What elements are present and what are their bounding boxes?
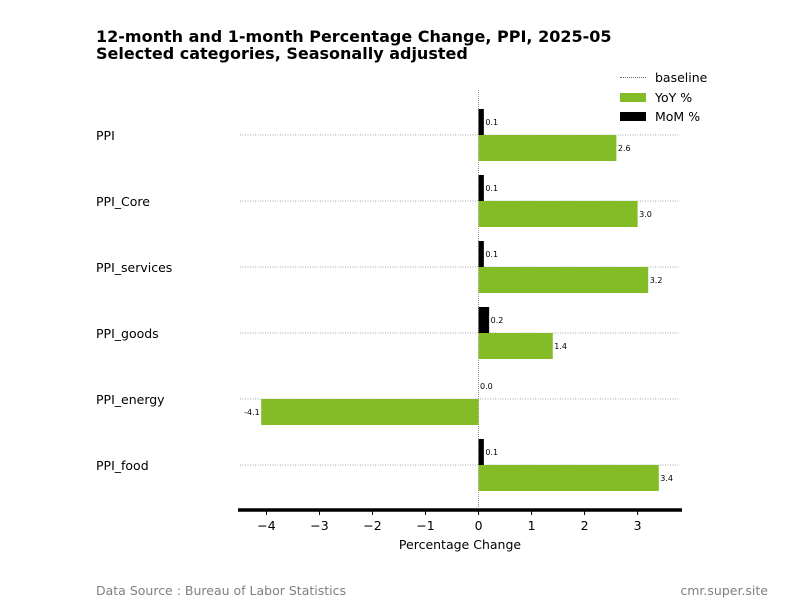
data-label-yoy: 1.4 xyxy=(554,342,567,351)
data-label-yoy: 3.2 xyxy=(650,276,663,285)
bar-mom xyxy=(478,175,484,201)
data-label-mom: 0.1 xyxy=(485,184,498,193)
bar-yoy xyxy=(261,399,479,425)
data-label-mom: 0.1 xyxy=(485,250,498,259)
category-label: PPI_Core xyxy=(96,194,150,209)
x-tick-label: −1 xyxy=(416,518,434,533)
category-label: PPI_goods xyxy=(96,326,159,341)
x-tick-label: 1 xyxy=(528,518,536,533)
x-axis-title: Percentage Change xyxy=(399,537,521,552)
x-tick-label: −3 xyxy=(310,518,328,533)
data-label-mom: 0.2 xyxy=(491,316,504,325)
legend-swatch-baseline xyxy=(620,77,646,79)
data-label-mom: 0.0 xyxy=(480,382,493,391)
legend-label-yoy: YoY % xyxy=(655,89,693,105)
bar-yoy xyxy=(478,333,553,359)
category-label: PPI_services xyxy=(96,260,172,275)
category-label: PPI_food xyxy=(96,458,149,473)
chart-title-line2: Selected categories, Seasonally adjusted xyxy=(96,44,468,63)
data-label-yoy: -4.1 xyxy=(244,408,260,417)
data-label-yoy: 2.6 xyxy=(618,144,631,153)
bar-yoy xyxy=(478,201,638,227)
category-label: PPI_energy xyxy=(96,392,165,407)
x-tick-label: −2 xyxy=(363,518,381,533)
legend-label-baseline: baseline xyxy=(655,70,708,86)
legend-swatch-yoy xyxy=(620,92,646,102)
legend: baseline YoY % MoM % xyxy=(620,68,707,127)
x-tick-label: 2 xyxy=(581,518,589,533)
data-label-mom: 0.1 xyxy=(485,448,498,457)
x-tick-label: 3 xyxy=(634,518,642,533)
legend-label-mom: MoM % xyxy=(655,109,701,125)
chart-title: 12-month and 1-month Percentage Change, … xyxy=(96,28,612,62)
bar-yoy xyxy=(478,135,617,161)
bar-yoy xyxy=(478,267,649,293)
legend-item-baseline: baseline xyxy=(620,68,707,88)
data-label-yoy: 3.0 xyxy=(639,210,652,219)
chart-title-line1: 12-month and 1-month Percentage Change, … xyxy=(96,27,612,46)
bar-mom xyxy=(478,439,484,465)
data-label-yoy: 3.4 xyxy=(660,474,673,483)
legend-swatch-mom xyxy=(620,112,646,122)
category-label: PPI xyxy=(96,128,115,143)
x-tick-label: 0 xyxy=(475,518,483,533)
data-label-mom: 0.1 xyxy=(485,118,498,127)
bar-mom xyxy=(478,307,490,333)
x-tick-label: −4 xyxy=(257,518,275,533)
data-source: Data Source : Bureau of Labor Statistics xyxy=(96,583,346,598)
site-credit: cmr.super.site xyxy=(680,583,768,598)
bar-yoy xyxy=(478,465,659,491)
bar-mom xyxy=(478,109,484,135)
bar-mom xyxy=(478,241,484,267)
legend-item-yoy: YoY % xyxy=(620,88,707,108)
legend-item-mom: MoM % xyxy=(620,107,707,127)
